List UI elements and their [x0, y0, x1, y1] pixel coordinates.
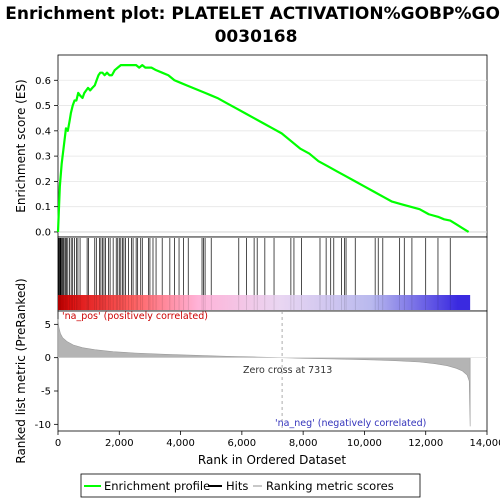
es-line-layer [56, 64, 470, 233]
es-ytick-label: 0.0 [35, 227, 51, 238]
es-ytick-label: 0.5 [35, 101, 51, 112]
chart-title-line2: 0030168 [215, 27, 298, 47]
ranked-ylabel: Ranked list metric (PreRanked) [14, 278, 28, 463]
x-tick-label: 8,000 [289, 438, 318, 449]
rank-color-bar [58, 295, 471, 310]
ranked-metric-layer [57, 311, 487, 431]
legend-label-hits: Hits [226, 479, 248, 493]
hits-layer [57, 238, 451, 295]
x-tick-label: 12,000 [408, 438, 443, 449]
legend: Enrichment profile Hits Ranking metric s… [80, 473, 421, 498]
x-tick-label: 6,000 [228, 438, 257, 449]
legend-box [80, 473, 421, 498]
x-tick-label: 4,000 [166, 438, 195, 449]
pos-correlated-label: 'na_pos' (positively correlated) [62, 311, 208, 322]
x-tick-label: 10,000 [347, 438, 382, 449]
neg-correlated-label: 'na_neg' (negatively correlated) [275, 418, 426, 429]
es-ytick-label: 0.1 [35, 202, 51, 213]
es-grid [58, 79, 487, 233]
es-ytick-label: 0.3 [35, 152, 51, 163]
es-y-ticks: 0.0 0.1 0.2 0.3 0.4 0.5 0.6 [35, 76, 58, 238]
es-ylabel: Enrichment score (ES) [14, 79, 28, 212]
ranked-ytick-label: 5 [45, 320, 51, 331]
x-tick-label: 14,000 [470, 438, 500, 449]
ranked-ytick-label: 0 [45, 353, 51, 364]
ranked-y-ticks: 5 0 -5 -10 [35, 320, 58, 431]
x-axis-ticks: 0 2,000 4,000 6,000 8,000 10,000 12,000 14,000 [55, 431, 500, 449]
x-axis-label: Rank in Ordered Dataset [198, 453, 346, 467]
ranked-ytick-label: -10 [35, 420, 51, 431]
rank-gradient-bar [58, 295, 471, 310]
ranking-metric-area [57, 318, 471, 427]
es-ytick-label: 0.4 [35, 126, 51, 137]
legend-label-ranking: Ranking metric scores [266, 479, 394, 493]
legend-label-enrichment: Enrichment profile [104, 479, 210, 493]
ranked-ytick-label: -5 [41, 387, 51, 398]
enrichment-profile-line [56, 64, 470, 233]
es-ytick-label: 0.6 [35, 76, 51, 87]
x-tick-label: 0 [55, 438, 61, 449]
chart-title-line1: Enrichment plot: PLATELET ACTIVATION%GOB… [5, 4, 500, 24]
x-tick-label: 2,000 [105, 438, 134, 449]
zero-cross-label: Zero cross at 7313 [243, 365, 332, 376]
ranked-panel-frame [57, 310, 488, 432]
es-ytick-label: 0.2 [35, 177, 51, 188]
